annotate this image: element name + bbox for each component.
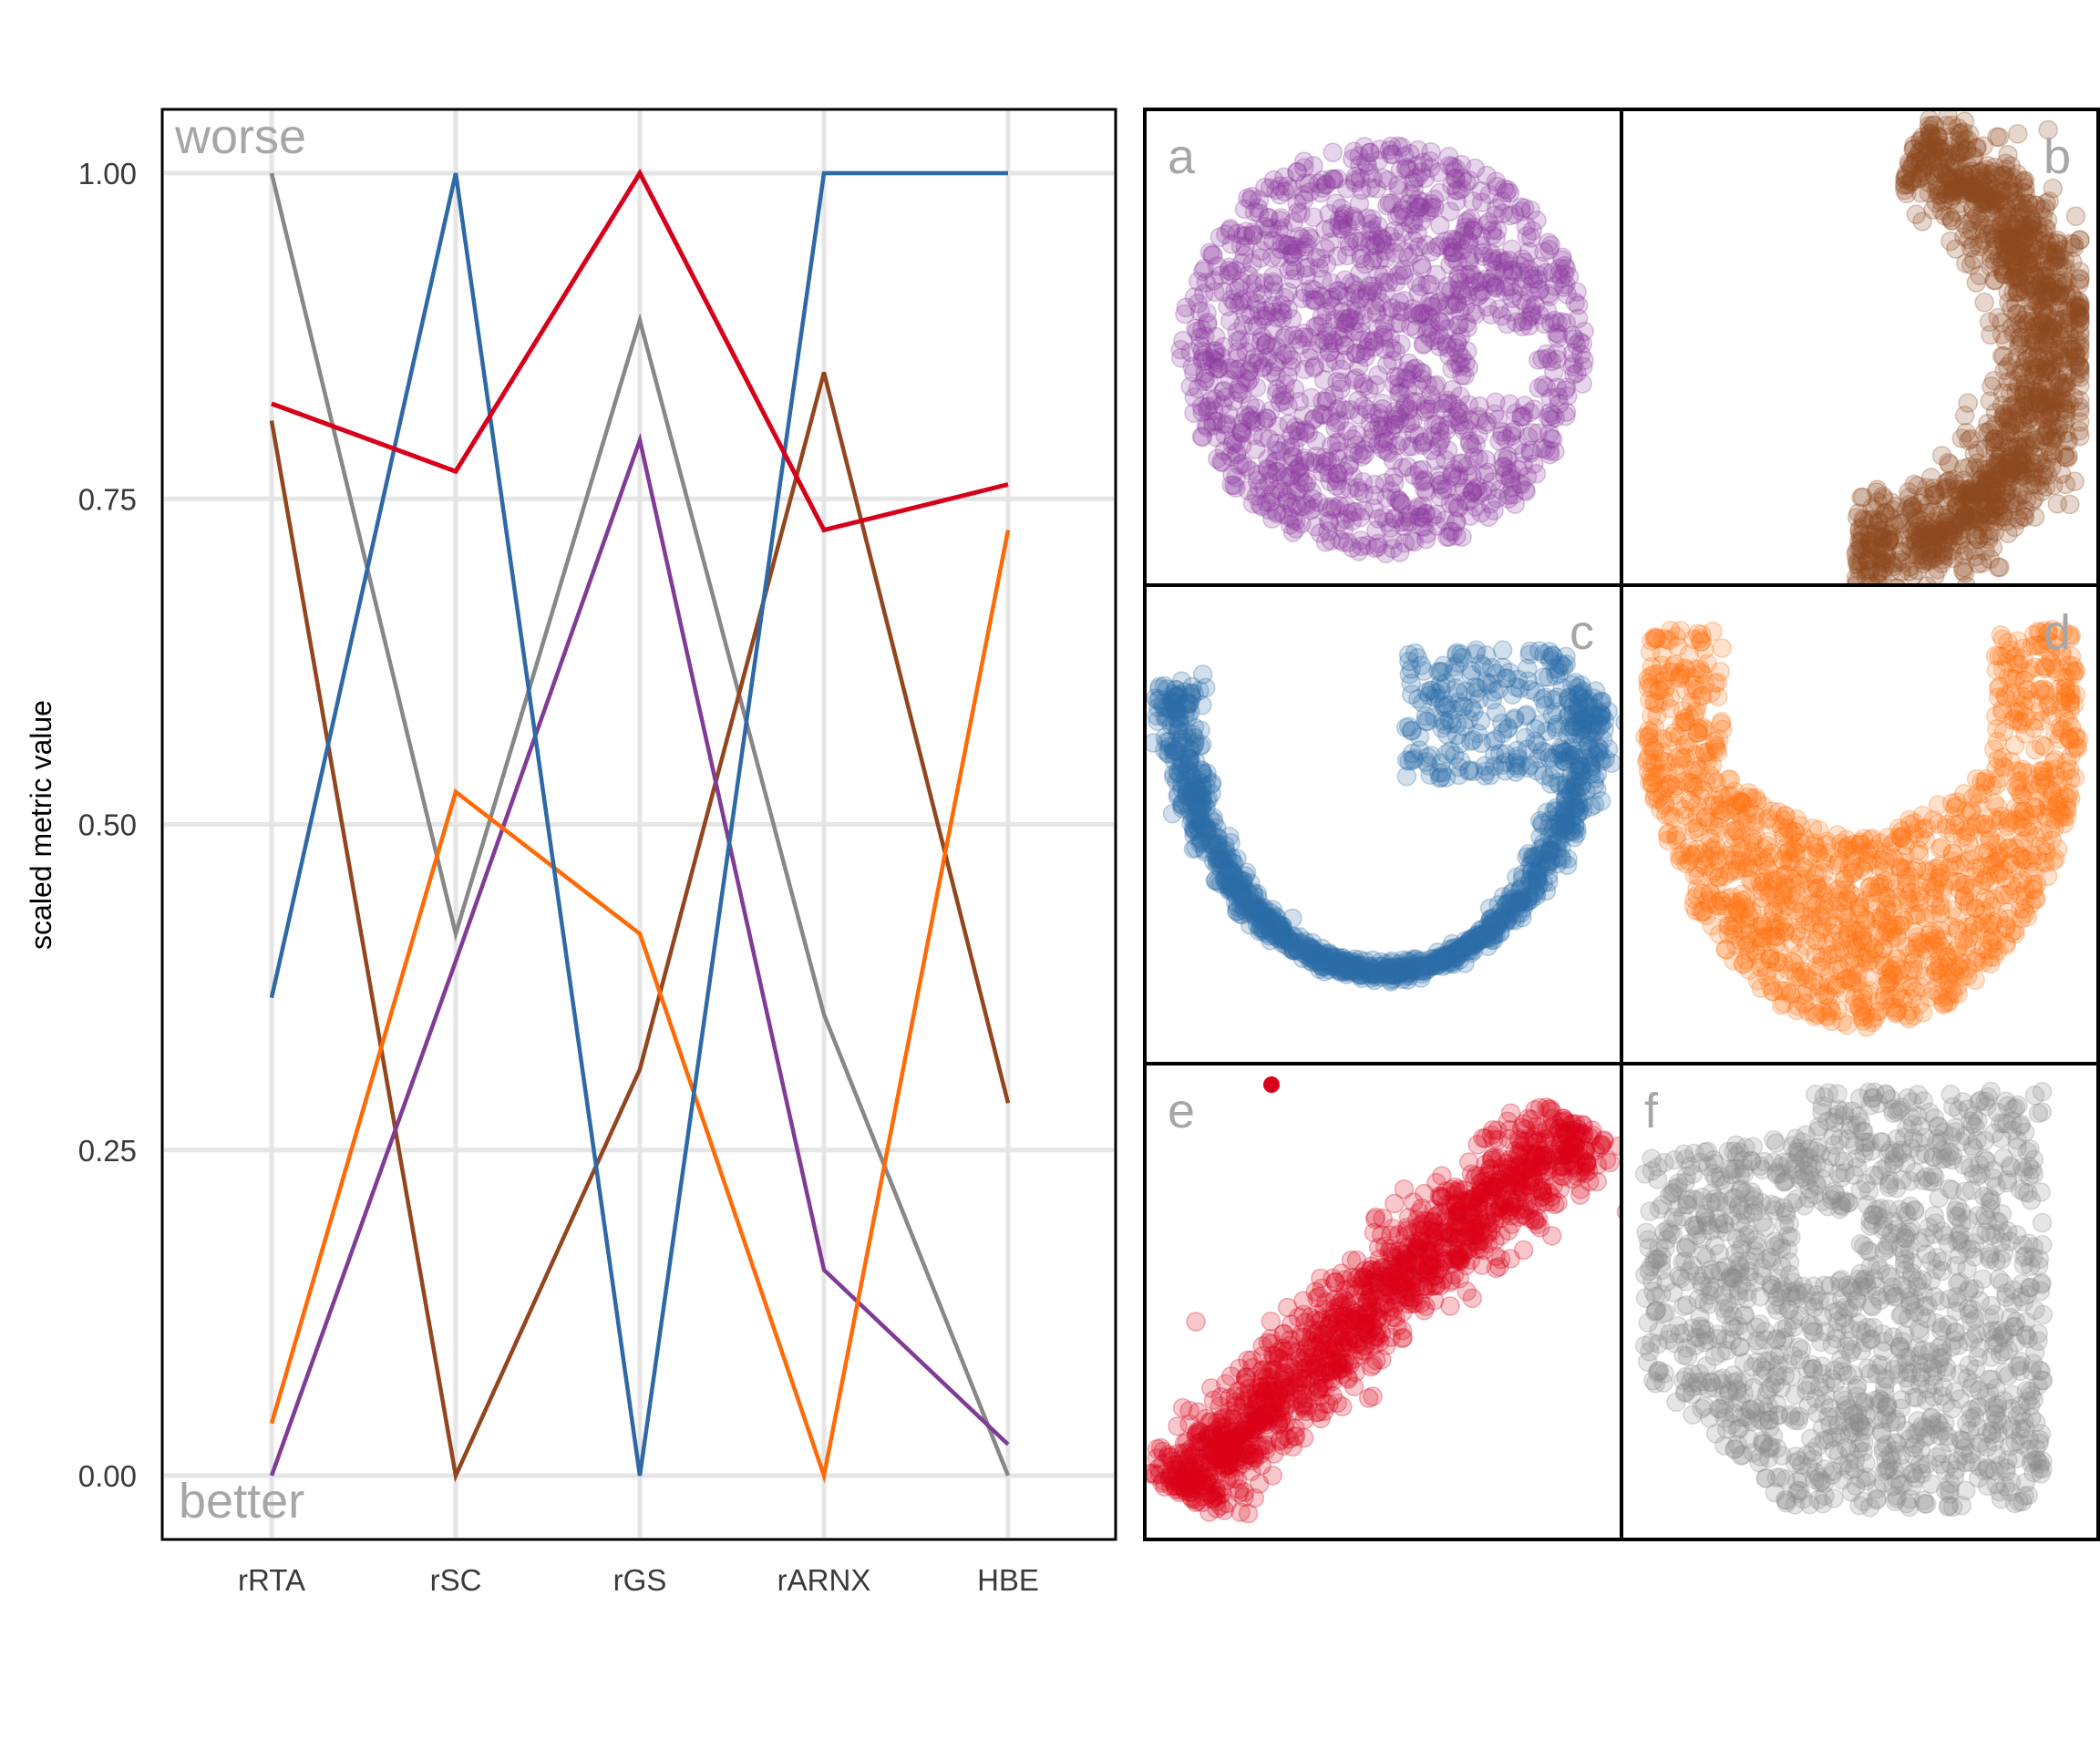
panel-label-d: d <box>2043 605 2071 660</box>
y-tick-label: 1.00 <box>78 157 137 190</box>
panel-label-b: b <box>2043 129 2071 184</box>
scatter-points <box>1145 1076 1621 1524</box>
scatter-points <box>1635 620 2089 1037</box>
scatter-panel-f: f <box>1620 1062 2100 1541</box>
panel-label-a: a <box>1168 129 1196 184</box>
x-axis-ticks: rRTA rSC rGS rARNX HBE <box>238 1563 1039 1597</box>
y-tick-label: 0.25 <box>78 1134 137 1168</box>
series-line-e <box>271 168 1009 533</box>
series-line-a <box>269 432 1010 1477</box>
parallel-coordinates-chart: worse better 0.00 0.25 0.50 0.75 1.00 rRTA rS… <box>25 108 1117 1597</box>
y-tick-label: 0.50 <box>78 808 137 842</box>
panel-label-e: e <box>1168 1084 1195 1138</box>
scatter-panel-d: d <box>1620 583 2100 1065</box>
chart-frame <box>160 108 1117 1541</box>
worse-annotation: worse <box>174 109 306 164</box>
scatter-panel-a: a <box>1143 108 1623 587</box>
x-tick-label-rrta: rRTA <box>238 1563 305 1597</box>
series-line-b <box>269 372 1011 1483</box>
x-tick-label-rgs: rGS <box>613 1563 667 1597</box>
series-line-d <box>269 530 1011 1484</box>
scatter-panel-c: c <box>1143 583 1623 1065</box>
x-tick-label-hbe: HBE <box>977 1563 1039 1597</box>
x-tick-label-rarnx: rARNX <box>777 1563 871 1597</box>
scatter-points <box>1170 136 1594 564</box>
scatter-points <box>1145 640 1621 992</box>
y-tick-label: 0.75 <box>78 482 137 516</box>
chart-series-lines <box>269 168 1011 1484</box>
y-axis-ticks: 0.00 0.25 0.50 0.75 1.00 <box>78 157 137 1493</box>
outlier-point <box>1263 1076 1280 1093</box>
scatter-points <box>1846 109 2090 585</box>
panel-frame <box>1620 1062 2100 1541</box>
y-tick-label: 0.00 <box>78 1459 137 1493</box>
x-tick-label-rsc: rSC <box>430 1563 482 1597</box>
panel-label-f: f <box>1644 1084 1659 1138</box>
scatter-panel-b: b <box>1620 108 2100 587</box>
scatter-points <box>1634 1081 2054 1518</box>
panel-label-c: c <box>1570 605 1594 660</box>
scatter-panel-grid: a b c d e f <box>1143 108 2100 1541</box>
scatter-panel-e: e <box>1143 1062 1623 1541</box>
better-annotation: better <box>179 1474 304 1529</box>
y-axis-title: scaled metric value <box>25 700 57 950</box>
